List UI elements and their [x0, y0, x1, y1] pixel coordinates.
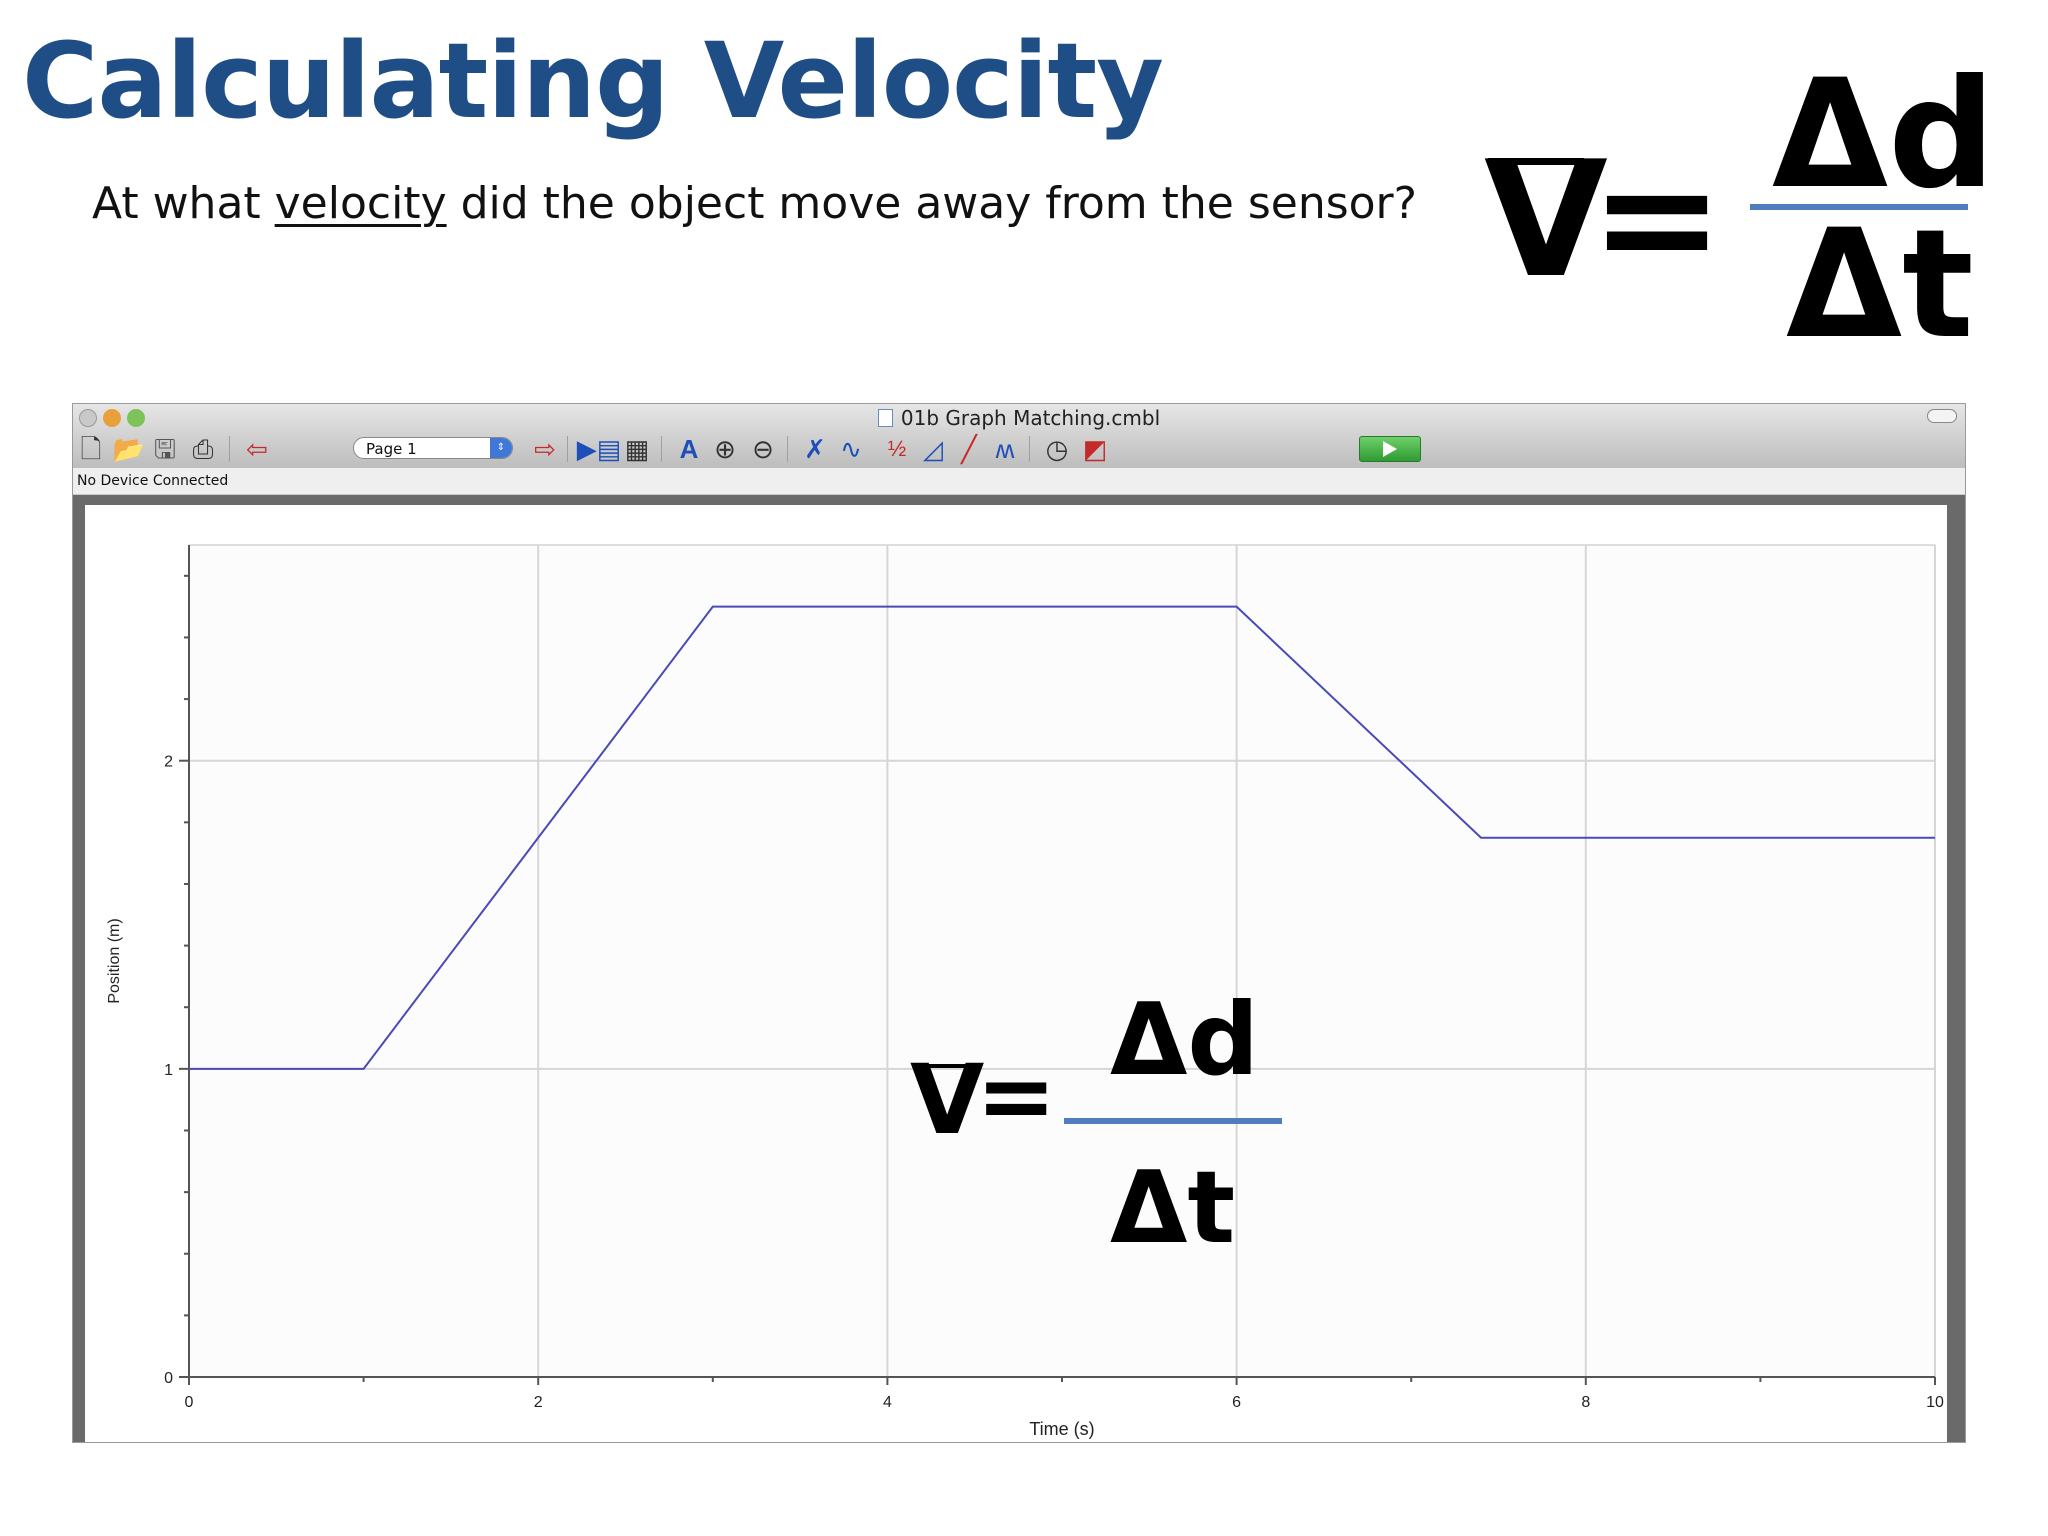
integral-icon[interactable]: ◿ [923, 434, 943, 464]
logger-pro-window: 01b Graph Matching.cmbl 🗋 📂 🖫 ⎙ ⇦ Page 1… [72, 403, 1966, 1443]
graph-area[interactable]: 0 2 4 6 8 10 0 1 2 Time (s) Position (m) [85, 505, 1947, 1443]
interpolate-icon[interactable]: ∿ [840, 434, 862, 464]
denominator-delta-t: Δt [1786, 198, 1974, 372]
graph-frame: 0 2 4 6 8 10 0 1 2 Time (s) Position (m) [73, 495, 1965, 1442]
numerator-delta-d: Δd [1110, 981, 1259, 1098]
v-bar [1488, 158, 1584, 165]
open-folder-icon[interactable]: 📂 [112, 434, 146, 464]
slide-title: Calculating Velocity [22, 20, 1164, 142]
x-tick-label: 2 [534, 1394, 543, 1411]
tangent-icon[interactable]: ½ [887, 436, 907, 461]
linear-fit-icon[interactable]: ╱ [961, 434, 977, 464]
toolbar-separator [1029, 436, 1030, 462]
calculator-icon[interactable]: ▦ [624, 434, 650, 464]
examine-icon[interactable]: ✗ [804, 434, 826, 464]
collect-button[interactable] [1359, 436, 1421, 462]
plot-area [188, 544, 1936, 1378]
fraction-line [1064, 1118, 1282, 1124]
y-axis-label: Position (m) [106, 918, 123, 1003]
page-select-value: Page 1 [366, 440, 417, 458]
question-pre: At what [92, 178, 275, 229]
x-tick-label: 6 [1232, 1394, 1241, 1411]
y-tick-label: 2 [164, 754, 173, 771]
document-icon [877, 409, 893, 427]
y-tick-label: 0 [164, 1370, 173, 1387]
velocity-formula-top: V = Δd Δt [1470, 60, 1995, 360]
previous-page-icon[interactable]: ⇦ [246, 434, 268, 464]
y-tick-label: 1 [164, 1062, 173, 1079]
fraction-line [1750, 204, 1968, 210]
question-keyword: velocity [274, 178, 447, 229]
x-tick-label: 10 [1926, 1394, 1944, 1411]
minimize-button[interactable] [103, 409, 121, 427]
x-tick-label: 0 [185, 1394, 194, 1411]
window-title-text: 01b Graph Matching.cmbl [900, 406, 1161, 430]
chevron-updown-icon: ⇕ [490, 438, 512, 458]
window-titlebar: 01b Graph Matching.cmbl 🗋 📂 🖫 ⎙ ⇦ Page 1… [73, 404, 1965, 469]
v-bar [913, 1064, 971, 1068]
toolbar-separator [229, 436, 230, 462]
zoom-in-icon[interactable]: ⊕ [714, 434, 736, 464]
x-tick-label: 8 [1581, 1394, 1590, 1411]
equals-sign: = [976, 1040, 1057, 1152]
equals-sign: = [1590, 124, 1725, 311]
toolbar-separator [787, 436, 788, 462]
velocity-formula-overlay: V = Δd Δt [910, 990, 1310, 1260]
x-axis-label: Time (s) [1029, 1419, 1094, 1439]
page-select[interactable]: Page 1 ⇕ [353, 437, 513, 459]
question-text: At what velocity did the object move awa… [92, 178, 1417, 229]
new-file-icon[interactable]: 🗋 [80, 434, 102, 464]
strip-chart-icon[interactable]: ◩ [1082, 434, 1108, 464]
v-symbol: V [1484, 126, 1608, 313]
x-tick-label: 4 [883, 1394, 892, 1411]
question-post: did the object move away from the sensor… [446, 178, 1417, 229]
status-bar: No Device Connected [73, 468, 1965, 495]
next-page-icon[interactable]: ⇨ [534, 434, 556, 464]
toolbar-separator [567, 436, 568, 462]
close-button[interactable] [79, 409, 97, 427]
zoom-out-icon[interactable]: ⊖ [752, 434, 774, 464]
data-collection-icon[interactable]: ◷ [1045, 434, 1069, 464]
window-title: 01b Graph Matching.cmbl [73, 406, 1965, 430]
position-time-graph[interactable]: 0 2 4 6 8 10 0 1 2 Time (s) Position (m) [85, 505, 1947, 1443]
curve-fit-icon[interactable]: ʍ [995, 434, 1015, 464]
toolbar-separator [661, 436, 662, 462]
v-symbol: V [910, 1044, 985, 1156]
toolbar-toggle-button[interactable] [1927, 409, 1957, 423]
position-series-line [189, 605, 1935, 1070]
save-icon[interactable]: 🖫 [153, 434, 177, 464]
print-icon[interactable]: ⎙ [192, 434, 214, 464]
play-icon [1383, 441, 1397, 457]
zoom-button[interactable] [127, 409, 145, 427]
autoscale-icon[interactable]: A [679, 434, 699, 464]
denominator-delta-t: Δt [1110, 1149, 1236, 1266]
data-browser-icon[interactable]: ▶▤ [576, 434, 622, 464]
numerator-delta-d: Δd [1772, 48, 1996, 222]
